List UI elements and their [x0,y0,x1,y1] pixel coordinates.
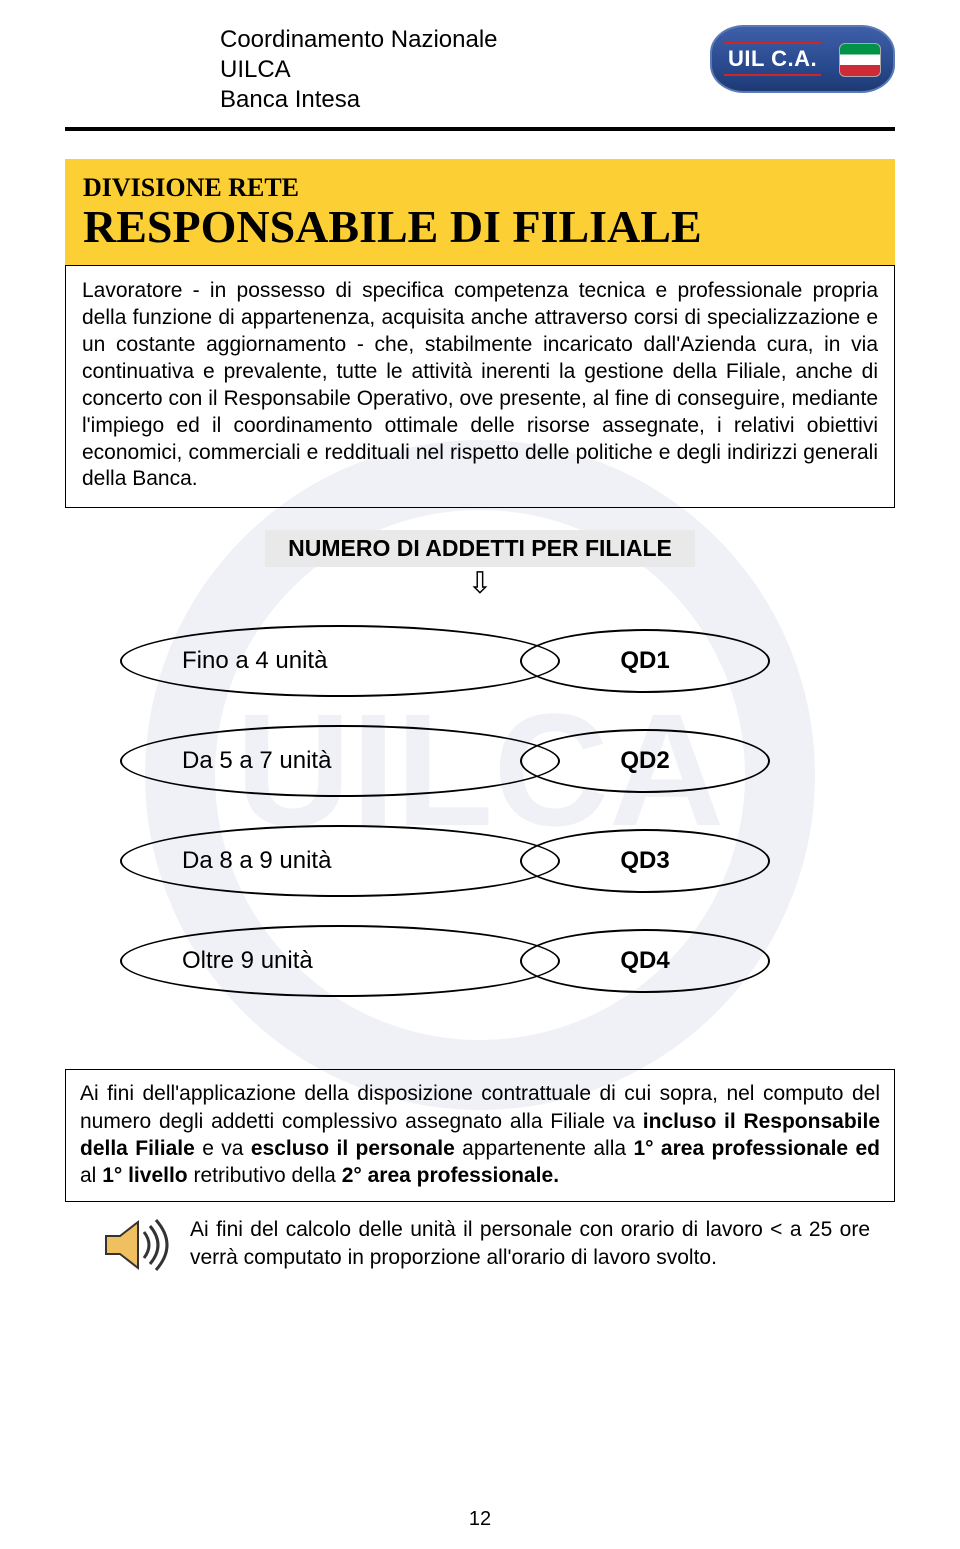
note-mid4: retributivo della [188,1164,342,1187]
note-b3: 1° area professionale ed [633,1137,880,1160]
range-label: Da 5 a 7 unità [182,747,331,775]
audio-note-text: Ai fini del calcolo delle unità il perso… [190,1216,870,1271]
grade-label: QD1 [620,647,669,675]
speaker-icon [100,1216,172,1274]
header-line3: Banca Intesa [220,85,498,115]
header-org-text: Coordinamento Nazionale UILCA Banca Inte… [220,25,498,115]
grade-ellipse: QD2 [520,729,770,793]
grade-row: Fino a 4 unità QD1 [120,623,840,699]
banner-subtitle: DIVISIONE RETE [83,173,877,203]
page-header: Coordinamento Nazionale UILCA Banca Inte… [0,0,960,123]
grade-row: Oltre 9 unità QD4 [120,923,840,999]
grade-ellipse: QD4 [520,929,770,993]
grade-ellipse: QD1 [520,629,770,693]
section-banner: DIVISIONE RETE RESPONSABILE DI FILIALE [65,159,895,265]
uilca-logo-badge: UIL C.A. [710,25,895,93]
grade-label: QD2 [620,747,669,775]
note-mid2: appartenente alla [455,1137,634,1160]
table-header: NUMERO DI ADDETTI PER FILIALE [265,530,695,567]
grade-row: Da 5 a 7 unità QD2 [120,723,840,799]
grade-label: QD4 [620,947,669,975]
inclusion-note-box: Ai fini dell'applicazione della disposiz… [65,1069,895,1202]
role-description-text: Lavoratore - in possesso di specifica co… [82,279,878,490]
down-arrow-icon: ⇩ [467,569,492,599]
page-number: 12 [0,1508,960,1531]
logo-text: UIL C.A. [724,42,821,76]
range-ellipse: Oltre 9 unità [120,925,560,997]
range-ellipse: Da 8 a 9 unità [120,825,560,897]
italy-flag-icon [839,43,881,77]
note-mid3: al [80,1164,102,1187]
range-label: Fino a 4 unità [182,647,327,675]
range-ellipse: Fino a 4 unità [120,625,560,697]
grade-ellipse: QD3 [520,829,770,893]
note-mid1: e va [195,1137,251,1160]
banner-title: RESPONSABILE DI FILIALE [83,203,877,251]
range-label: Da 8 a 9 unità [182,847,331,875]
range-ellipse: Da 5 a 7 unità [120,725,560,797]
range-label: Oltre 9 unità [182,947,313,975]
role-description-box: Lavoratore - in possesso di specifica co… [65,265,895,508]
audio-note-row: Ai fini del calcolo delle unità il perso… [100,1216,895,1274]
grade-row: Da 8 a 9 unità QD3 [120,823,840,899]
header-line1: Coordinamento Nazionale [220,25,498,55]
note-b2: escluso il personale [251,1137,455,1160]
down-arrow-row: ⇩ [0,569,960,599]
header-divider [65,127,895,131]
note-b4: 1° livello [102,1164,187,1187]
grade-label: QD3 [620,847,669,875]
note-b5: 2° area professionale. [342,1164,559,1187]
header-line2: UILCA [220,55,498,85]
